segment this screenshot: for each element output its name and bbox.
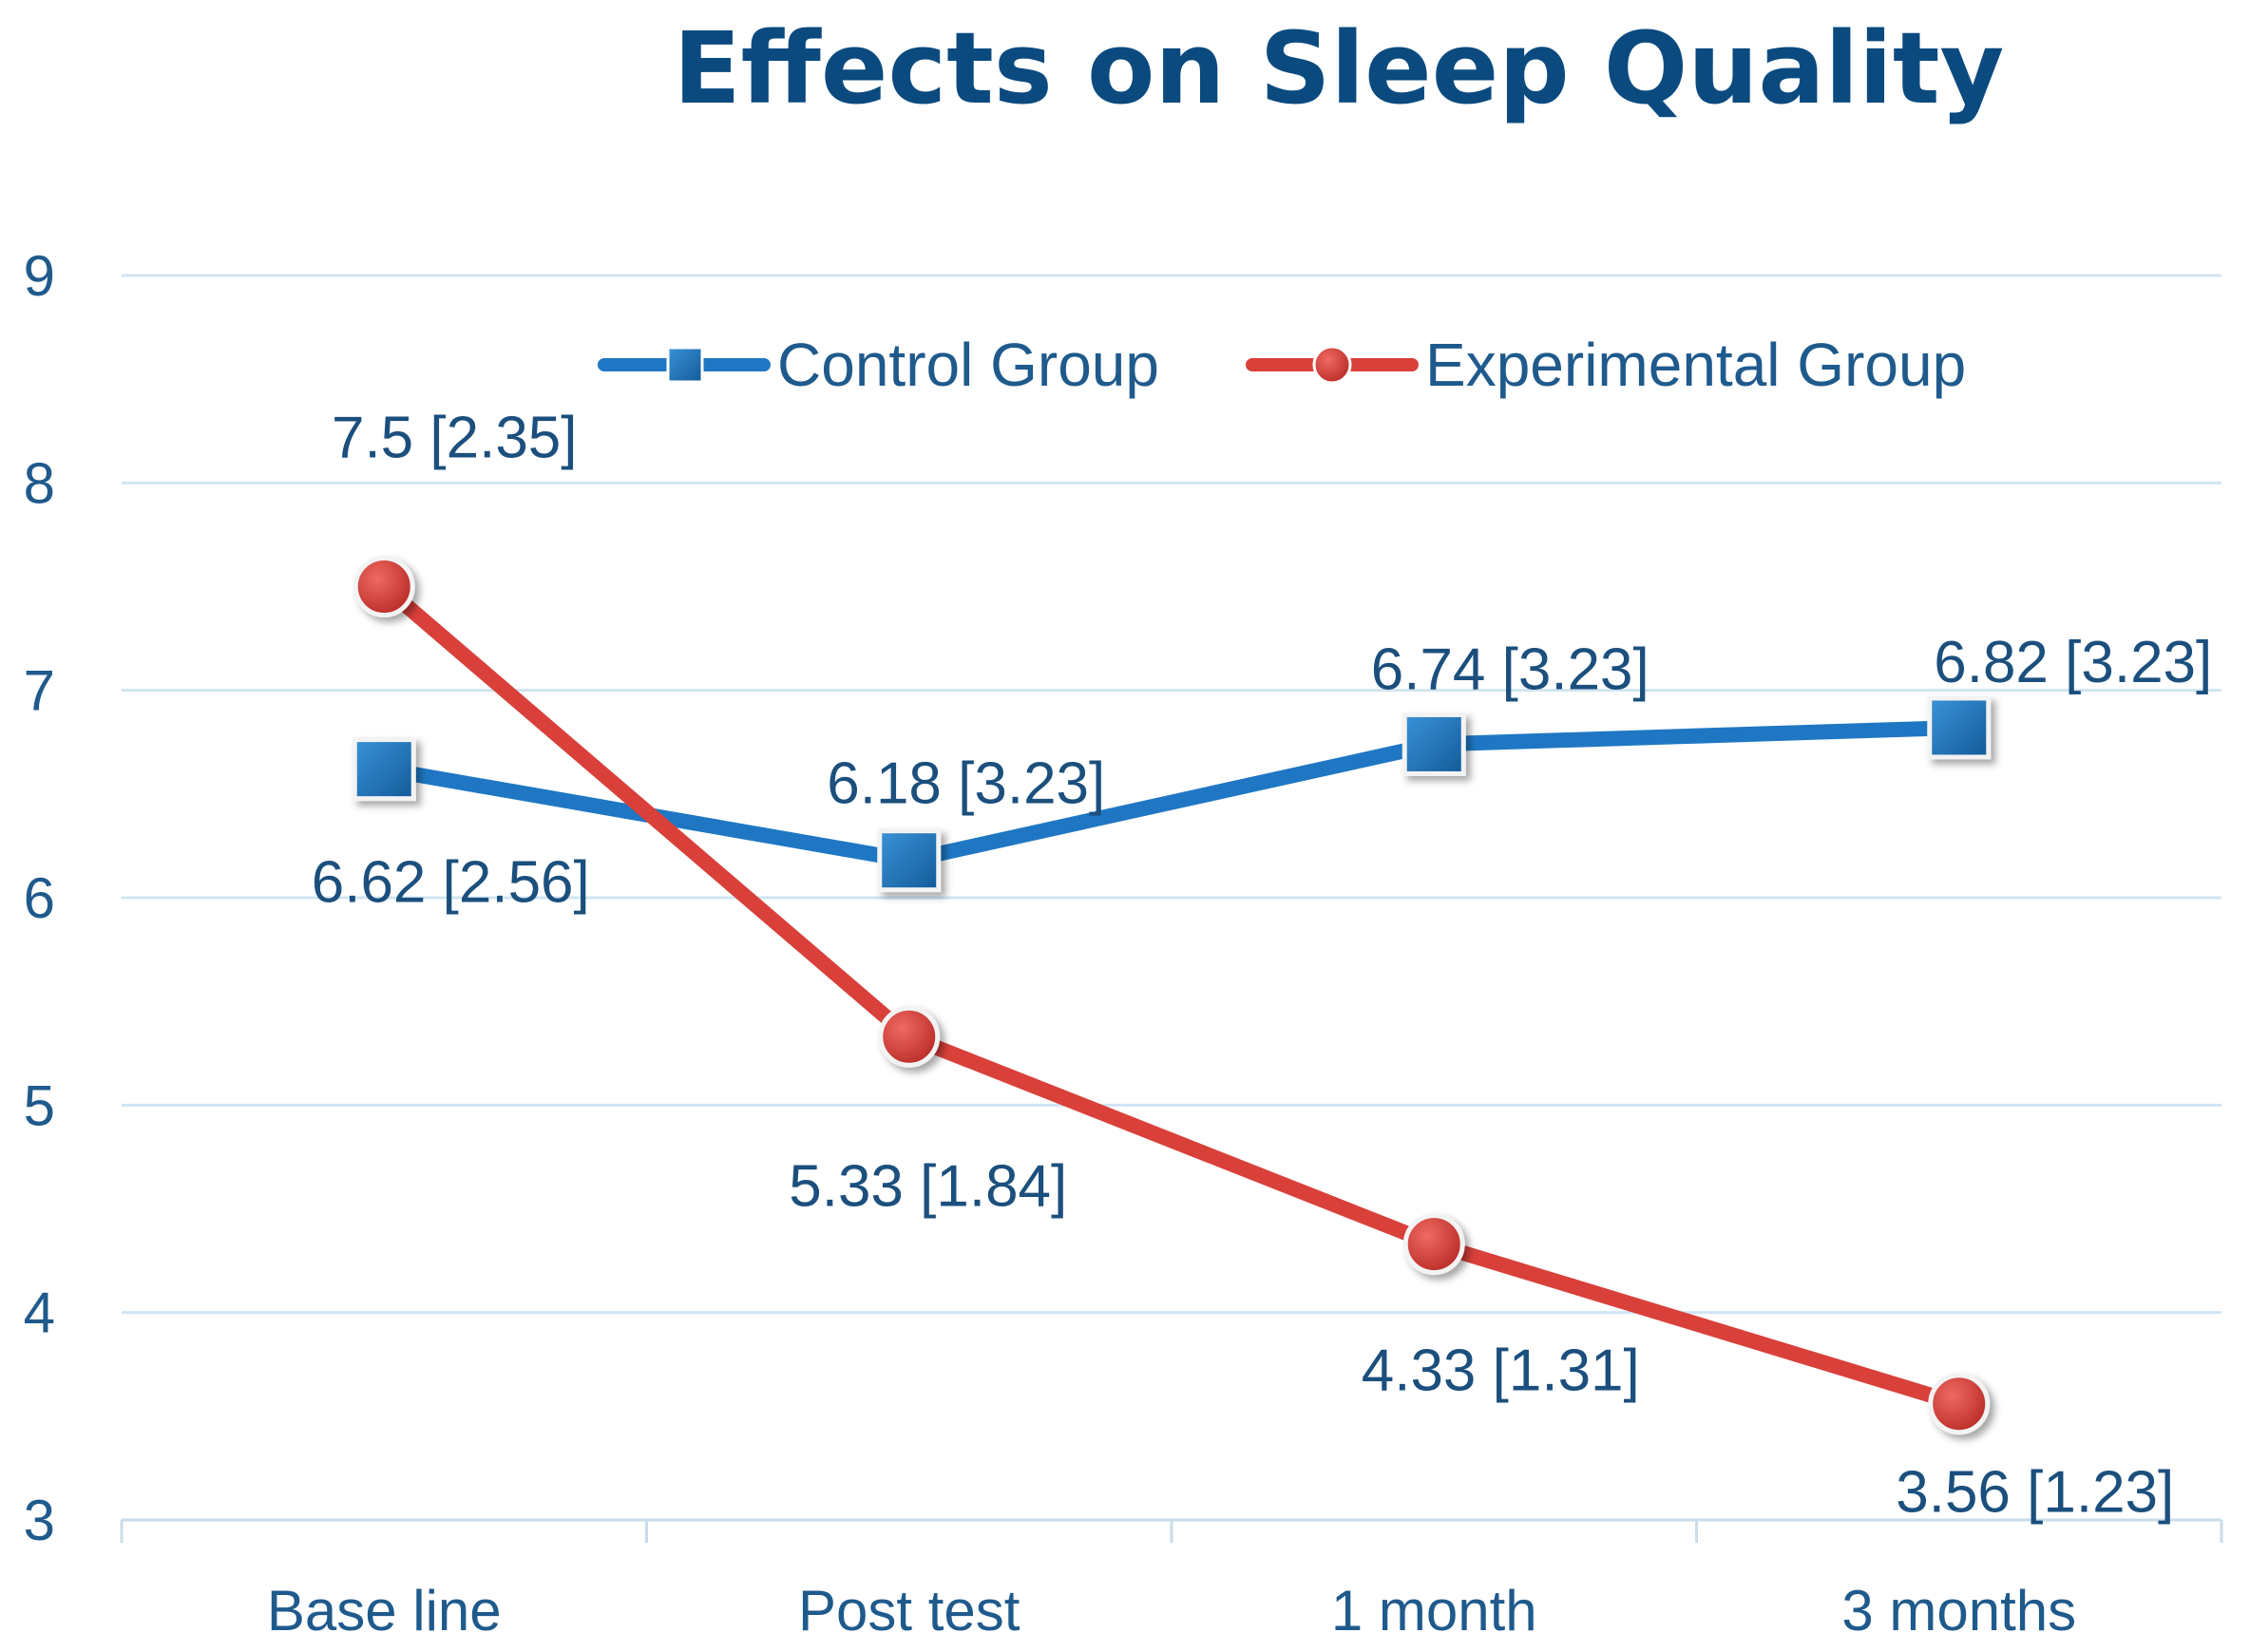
- data-label-control: 6.18 [3.23]: [827, 751, 1105, 817]
- y-tick-label: 8: [24, 451, 55, 515]
- legend-label-control-group: Control Group: [777, 331, 1159, 399]
- data-point-experimental: [353, 556, 415, 617]
- x-tick-label: Base line: [267, 1579, 502, 1643]
- data-point-control: [1401, 712, 1466, 776]
- y-tick-label: 5: [24, 1073, 55, 1137]
- data-point-experimental: [1402, 1213, 1465, 1276]
- data-point-control: [352, 737, 416, 802]
- data-label-control: 6.74 [3.23]: [1371, 636, 1649, 702]
- y-tick-label: 7: [24, 659, 55, 723]
- data-point-control: [1927, 695, 1992, 760]
- y-tick-label: 9: [24, 244, 55, 308]
- y-tick-label: 6: [24, 866, 55, 930]
- data-label-experimental: 4.33 [1.31]: [1362, 1339, 1640, 1404]
- legend: Control Group Experimental Group: [598, 331, 1966, 399]
- data-point-experimental: [878, 1005, 941, 1068]
- data-label-control: 6.82 [3.23]: [1934, 630, 2212, 695]
- legend-swatch-experimental-marker: [1312, 345, 1352, 385]
- y-tick-label: 4: [24, 1282, 55, 1345]
- legend-item-experimental-group: Experimental Group: [1246, 331, 1966, 399]
- data-point-control: [877, 828, 942, 893]
- data-labels: 6.62 [2.56] 6.18 [3.23] 6.74 [3.23] 6.82 [3…: [312, 406, 2213, 1526]
- data-label-control: 6.62 [2.56]: [312, 850, 590, 916]
- x-axis: Base line Post test 1 month 3 months: [120, 1520, 2223, 1643]
- x-tick-label: Post test: [798, 1579, 1020, 1643]
- chart-title: Effects on Sleep Quality: [674, 10, 2005, 126]
- data-point-experimental: [1928, 1373, 1991, 1435]
- data-label-experimental: 5.33 [1.84]: [789, 1153, 1067, 1219]
- data-label-experimental: 3.56 [1.23]: [1896, 1460, 2174, 1526]
- legend-swatch-control-marker: [666, 346, 704, 384]
- y-axis: 3 4 5 6 7 8 9: [24, 244, 55, 1552]
- x-tick-label: 3 months: [1841, 1579, 2076, 1643]
- series-markers: [352, 556, 1992, 1435]
- series-lines: [376, 579, 1967, 1412]
- x-tick-label: 1 month: [1331, 1579, 1537, 1643]
- y-tick-label: 3: [24, 1489, 55, 1552]
- gridlines: [122, 274, 2221, 1522]
- legend-label-experimental-group: Experimental Group: [1425, 331, 1966, 399]
- series-line-experimental: [376, 579, 1967, 1412]
- data-label-experimental: 7.5 [2.35]: [332, 406, 578, 471]
- legend-item-control-group: Control Group: [598, 331, 1159, 399]
